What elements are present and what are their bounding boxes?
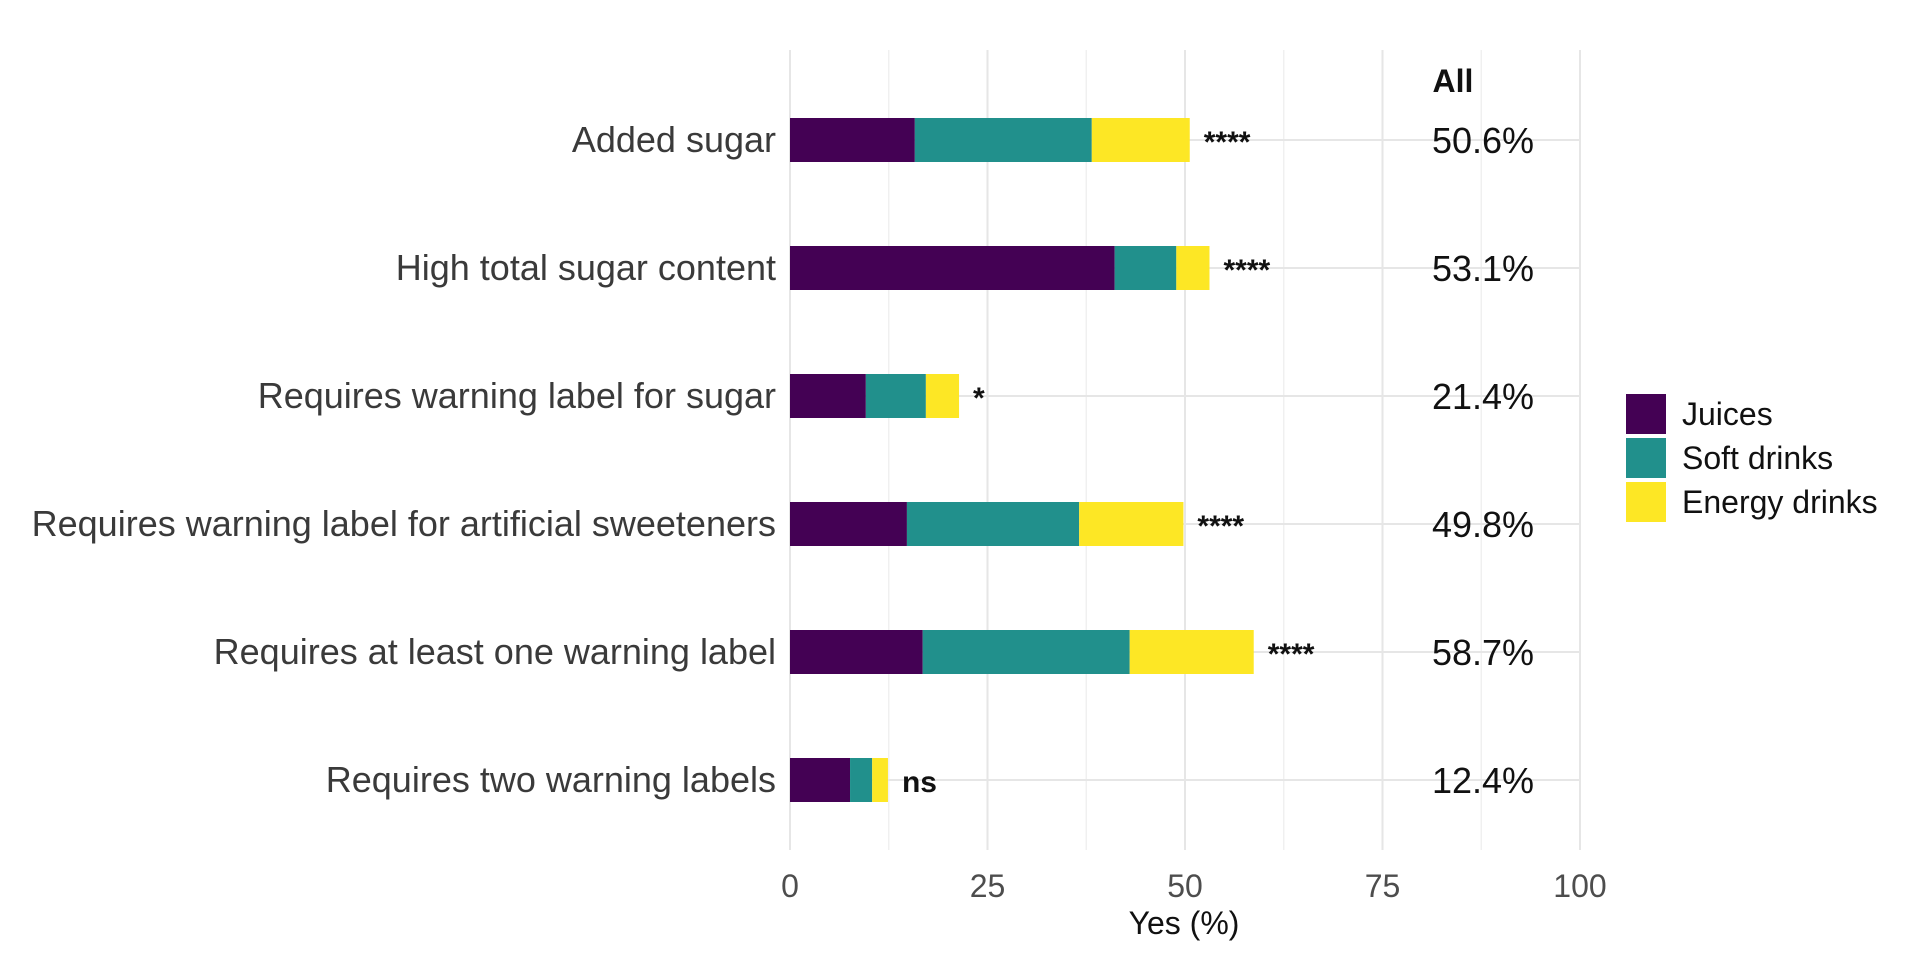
category-labels: Added sugar High total sugar content Requi… [32, 119, 776, 800]
legend-label-juices: Juices [1682, 396, 1773, 432]
category-label: High total sugar content [396, 247, 776, 288]
x-tick-label: 75 [1365, 868, 1401, 904]
x-axis-title: Yes (%) [1129, 905, 1240, 941]
category-label: Requires warning label for sugar [258, 375, 776, 416]
bar-segment-juices [790, 118, 915, 162]
legend-label-energy-drinks: Energy drinks [1682, 484, 1878, 520]
bar-segment-soft-drinks [914, 118, 1092, 162]
bar-segment-juices [790, 630, 923, 674]
all-value: 49.8% [1432, 504, 1534, 545]
bar-segment-energy-drinks [1079, 502, 1184, 546]
legend-label-soft-drinks: Soft drinks [1682, 440, 1833, 476]
bar-segment-soft-drinks [1114, 246, 1177, 290]
all-value: 21.4% [1432, 376, 1534, 417]
bar-segment-juices [790, 374, 866, 418]
all-value: 50.6% [1432, 120, 1534, 161]
bar-segment-energy-drinks [1176, 246, 1210, 290]
all-value: 12.4% [1432, 760, 1534, 801]
all-column: All 50.6% 53.1% 21.4% 49.8% 58.7% 12.4% [1432, 63, 1534, 801]
legend: Juices Soft drinks Energy drinks [1626, 394, 1878, 522]
bar-segment-juices [790, 502, 907, 546]
bar-segment-energy-drinks [872, 758, 888, 802]
legend-swatch-energy-drinks [1626, 482, 1666, 522]
significance-label: **** [1268, 638, 1315, 671]
bar-segment-energy-drinks [1091, 118, 1190, 162]
significance-labels: *****************ns [902, 126, 1315, 799]
legend-swatch-juices [1626, 394, 1666, 434]
legend-swatch-soft-drinks [1626, 438, 1666, 478]
category-label: Added sugar [572, 119, 776, 160]
all-value: 58.7% [1432, 632, 1534, 673]
category-label: Requires two warning labels [326, 759, 776, 800]
significance-label: **** [1204, 126, 1251, 159]
bar-segment-juices [790, 758, 851, 802]
bar-segment-soft-drinks [865, 374, 926, 418]
bar-segment-soft-drinks [906, 502, 1080, 546]
bar-segment-juices [790, 246, 1115, 290]
x-tick-label: 50 [1167, 868, 1203, 904]
x-tick-label: 0 [781, 868, 799, 904]
all-value: 53.1% [1432, 248, 1534, 289]
significance-label: **** [1197, 510, 1244, 543]
x-tick-labels: 0 25 50 75 100 [781, 868, 1607, 904]
x-tick-label: 25 [970, 868, 1006, 904]
all-header: All [1433, 63, 1474, 99]
bars [790, 118, 1254, 802]
bar-segment-soft-drinks [850, 758, 873, 802]
grid [789, 50, 1581, 850]
category-label: Requires warning label for artificial sw… [32, 503, 776, 544]
category-label: Requires at least one warning label [214, 631, 776, 672]
significance-label: ns [902, 766, 937, 799]
significance-label: **** [1223, 254, 1270, 287]
bar-segment-energy-drinks [925, 374, 960, 418]
x-tick-label: 100 [1553, 868, 1606, 904]
significance-label: * [973, 382, 985, 415]
bar-segment-energy-drinks [1129, 630, 1254, 674]
bar-segment-soft-drinks [922, 630, 1130, 674]
